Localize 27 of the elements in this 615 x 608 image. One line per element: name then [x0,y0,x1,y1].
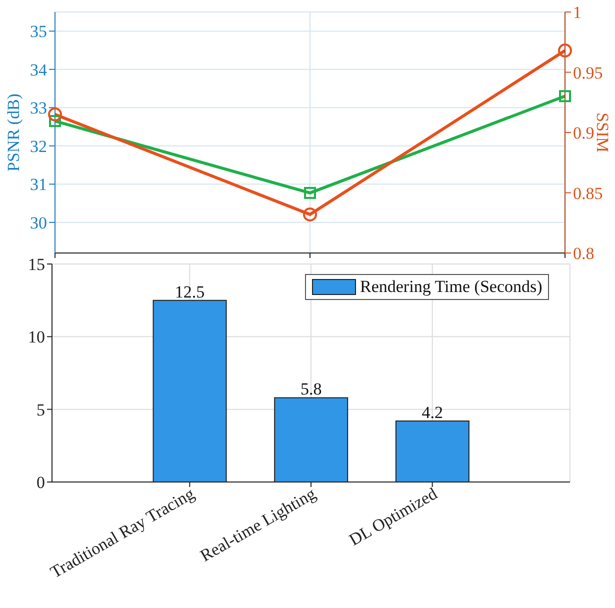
y2-tick-label: 0.9 [573,124,594,143]
point [559,90,571,102]
data-label: 5.8 [300,380,322,399]
point [304,186,316,199]
data-label: 12.5 [174,282,205,302]
y2-axis-title: SSIM [592,112,612,152]
point [558,44,572,58]
y-tick-label: 35 [30,22,47,42]
y2-tick-label: 0.95 [573,63,603,82]
legend-label: Rendering Time (Seconds) [360,277,542,297]
y2-tick-label: 1 [573,3,582,22]
point [48,107,62,122]
y-axis-title: PSNR (dB) [4,94,24,172]
y-tick-label: 30 [30,213,47,232]
y-tick-label: 10 [28,328,45,347]
y2-tick-label: 0.8 [573,244,594,264]
y2-tick-label: 0.85 [573,184,603,203]
y-tick-label: 0 [36,473,45,492]
point [49,115,61,128]
point [303,207,317,222]
y-tick-label: 15 [28,255,45,274]
y-tick-label: 32 [30,136,47,156]
y-tick-label: 33 [30,98,47,118]
y-tick-label: 31 [30,175,47,194]
y-tick-label: 34 [30,60,48,80]
y-tick-label: 5 [36,400,45,420]
data-label: 4.2 [422,402,444,422]
